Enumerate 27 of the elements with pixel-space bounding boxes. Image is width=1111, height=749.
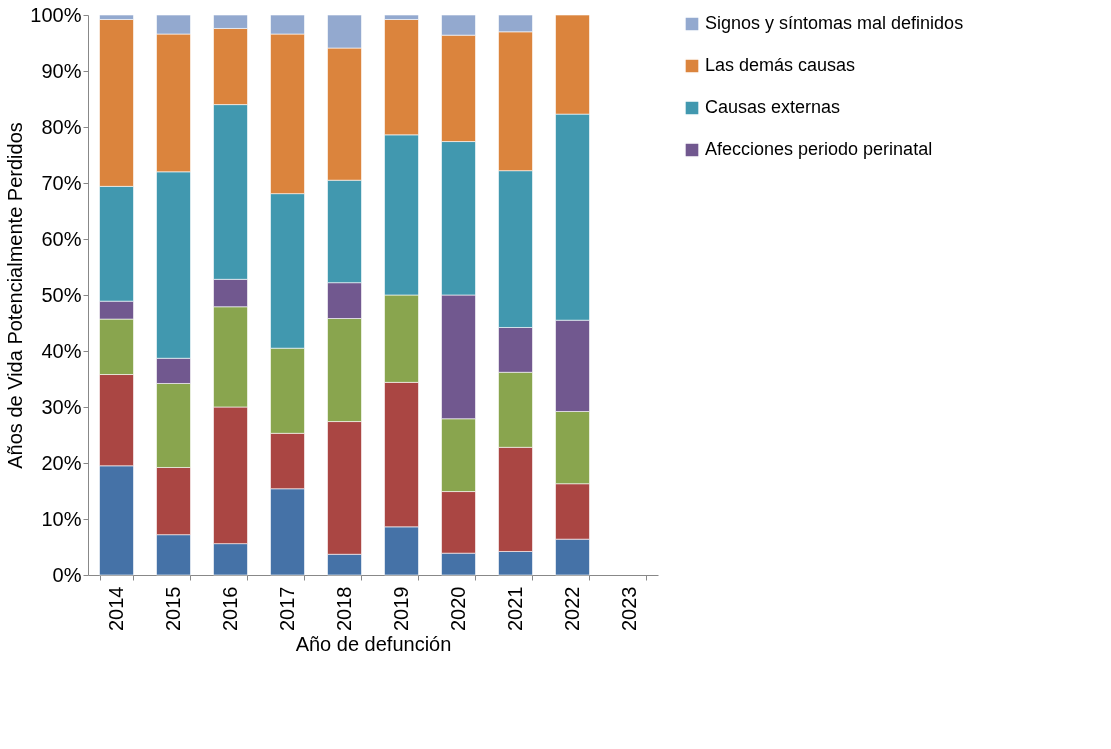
legend-label: Las demás causas [705,55,856,75]
y-tick-label: 50% [41,283,82,306]
y-tick-label: 100% [30,3,82,26]
y-tick-label: 0% [52,563,82,586]
x-tick-label: 2015 [162,586,184,631]
y-tick-label: 80% [41,115,82,138]
y-tick-label: 30% [41,395,82,418]
legend-label: Causas externas [705,97,841,117]
y-tick-label: 10% [41,507,82,530]
legend-label: Afecciones periodo perinatal [705,139,933,159]
x-tick-label: 2020 [447,586,469,631]
legend-label: Signos y síntomas mal definidos [705,13,964,33]
y-tick-label: 40% [41,339,82,362]
x-tick-label: 2018 [333,586,355,631]
y-tick-label: 20% [41,451,82,474]
y-tick-label: 70% [41,171,82,194]
x-tick-label: 2023 [618,586,640,631]
x-tick-label: 2014 [105,586,127,631]
x-tick-label: 2019 [390,586,412,631]
x-tick-label: 2017 [276,586,298,631]
y-axis-title: Años de Vida Potencialmente Perdidos [4,122,27,469]
x-tick-label: 2016 [219,586,241,631]
y-tick-label: 90% [41,59,82,82]
x-tick-label: 2021 [504,586,526,631]
x-axis-title: Año de defunción [295,632,452,655]
y-tick-label: 60% [41,227,82,250]
x-tick-label: 2022 [561,586,583,631]
